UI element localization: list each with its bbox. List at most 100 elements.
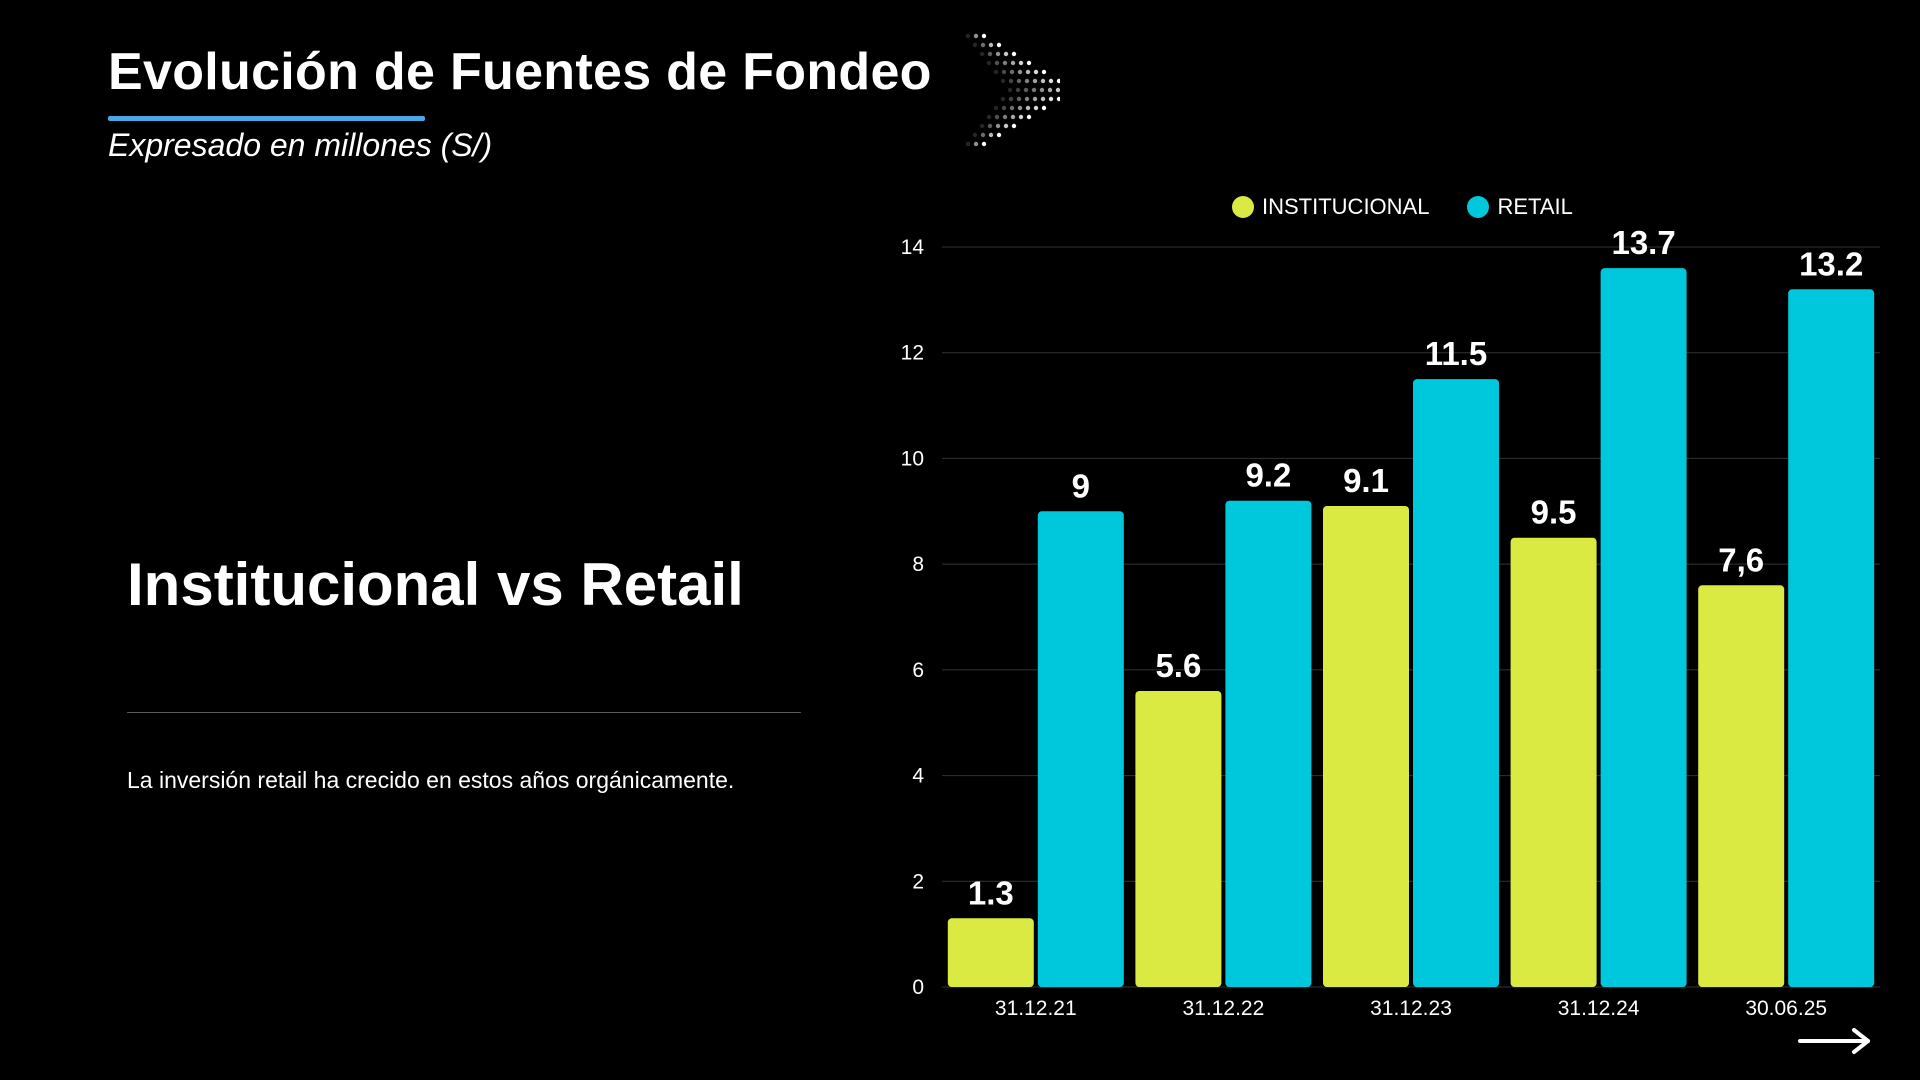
chevron-dot [1026,114,1032,120]
chevron-dot [993,105,999,111]
section-heading: Institucional vs Retail [127,551,744,618]
chevron-dot [1000,96,1006,102]
chevron-dot [1017,69,1023,75]
y-tick-label: 0 [912,976,924,999]
chevron-dot [1001,105,1007,111]
chevron-dot [995,51,1001,57]
chevron-dot [1001,69,1007,75]
data-label: 9.5 [1531,494,1577,531]
x-tick-label: 31.12.22 [1183,997,1265,1020]
chevron-dot [1026,60,1032,66]
data-label: 13.7 [1611,224,1675,261]
data-label: 9.1 [1343,462,1389,499]
data-label: 11.5 [1425,335,1487,372]
chevron-dot [993,69,999,75]
chevron-dot [988,42,994,48]
x-tick-label: 31.12.23 [1370,997,1452,1020]
chevron-dot [1032,96,1038,102]
chevron-dot [995,123,1001,129]
chevron-dot [1000,78,1006,84]
chevron-dot [996,132,1002,138]
chevron-dot [1031,87,1037,93]
y-tick-label: 12 [901,342,924,365]
bar-retail-0 [1037,511,1124,987]
chevron-dot [972,42,978,48]
chevron-dot [1041,69,1047,75]
y-tick-label: 14 [901,236,925,259]
x-tick-label: 31.12.21 [995,997,1077,1020]
chevron-dot [973,141,979,147]
chevron-dot [1002,114,1008,120]
chevron-dot [1016,78,1022,84]
chevron-dot [1033,69,1039,75]
bar-retail-4 [1788,289,1875,987]
chevron-dot [1008,96,1014,102]
chevron-dot [1010,114,1016,120]
body-text: La inversión retail ha crecido en estos … [127,767,735,793]
chevron-dot [965,33,971,39]
chevron-dot [994,60,1000,66]
chevron-dot [1048,78,1054,84]
x-tick-label: 31.12.24 [1558,997,1640,1020]
chevron-dot [987,51,993,57]
legend-label-retail: RETAIL [1497,194,1573,219]
chevron-dot [1010,60,1016,66]
chevron-dot [1007,87,1013,93]
y-tick-label: 2 [912,870,924,893]
chevron-dot [996,42,1002,48]
chevron-dot [987,123,993,129]
chevron-dot [1040,96,1046,102]
chevron-dot [1018,114,1024,120]
chevron-dot [1055,87,1060,93]
page-title: Evolución de Fuentes de Fondeo [108,43,932,101]
arrow-right-icon[interactable] [1796,1026,1876,1056]
chevron-dot [1039,87,1045,93]
bar-institucional-4 [1698,585,1785,987]
chevron-dot [1018,60,1024,66]
title-underline [108,116,425,121]
legend-label-institucional: INSTITUCIONAL [1262,194,1430,219]
x-tick-label: 30.06.25 [1745,997,1827,1020]
legend-item-institucional: INSTITUCIONAL [1232,194,1429,220]
chevron-dot [980,132,986,138]
chevron-dot [980,42,986,48]
chevron-dot [1056,96,1060,102]
bar-chart: 0 2 4 6 8 10 12 14 1.3 9 31.12.21 5.6 9.2 31.12.22 9.1… [901,224,1880,1020]
y-tick-label: 8 [912,553,924,576]
chevron-dot [1033,105,1039,111]
bar-institucional-3 [1510,537,1597,987]
page-subtitle: Expresado en millones (S/) [108,127,493,163]
chevron-dot [1011,51,1017,57]
chevron-dot [1056,78,1060,84]
bar-retail-1 [1225,500,1312,987]
chevron-dot [972,132,978,138]
chevron-dot [986,60,992,66]
dotted-chevron-icon [965,33,1060,147]
data-label: 5.6 [1155,647,1201,684]
chevron-dot [1040,78,1046,84]
y-tick-label: 6 [912,659,924,682]
chevron-dot [1003,123,1009,129]
legend-swatch-institucional [1232,196,1254,218]
chevron-dot [979,51,985,57]
data-label: 9 [1072,467,1090,504]
chevron-dot [965,141,971,147]
chevron-dot [1016,96,1022,102]
chevron-dot [1047,87,1053,93]
chevron-dot [1023,87,1029,93]
bar-institucional-0 [947,918,1034,987]
chevron-dot [979,123,985,129]
bar-retail-3 [1600,268,1687,988]
chevron-dot [986,114,992,120]
chevron-dot [1011,123,1017,129]
chevron-dot [1032,78,1038,84]
data-label: 7,6 [1718,541,1764,578]
legend-swatch-retail [1467,196,1490,218]
chevron-dot [1002,60,1008,66]
y-tick-label: 4 [912,765,924,788]
chevron-dot [988,132,994,138]
chevron-dot [1025,69,1031,75]
y-tick-label: 10 [901,447,924,470]
chevron-dot [994,114,1000,120]
chevron-dot [1024,96,1030,102]
